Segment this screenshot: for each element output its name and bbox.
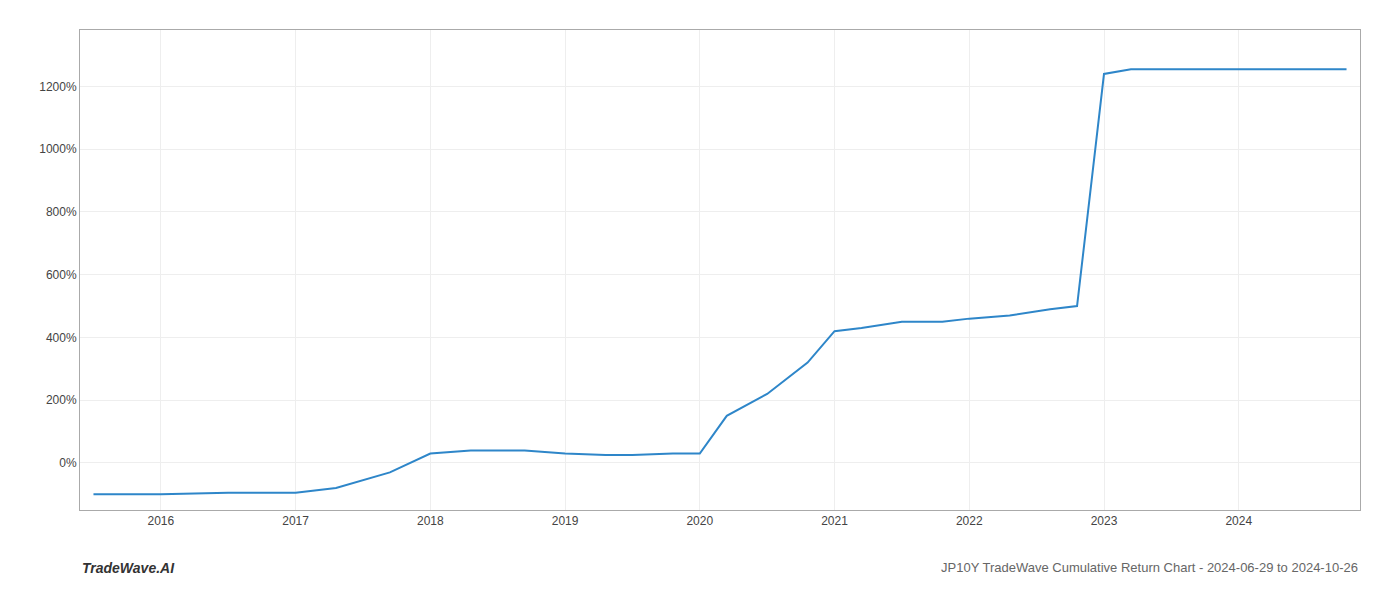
svg-text:200%: 200% [46,393,77,407]
svg-text:600%: 600% [46,268,77,282]
svg-text:2020: 2020 [686,514,713,528]
svg-text:0%: 0% [59,456,77,470]
svg-text:2023: 2023 [1091,514,1118,528]
svg-text:2018: 2018 [417,514,444,528]
svg-text:1000%: 1000% [39,142,77,156]
svg-text:JP10Y TradeWave Cumulative Ret: JP10Y TradeWave Cumulative Return Chart … [941,560,1358,575]
svg-text:400%: 400% [46,331,77,345]
svg-text:2022: 2022 [956,514,983,528]
svg-text:2024: 2024 [1225,514,1252,528]
svg-text:2017: 2017 [282,514,309,528]
svg-text:800%: 800% [46,205,77,219]
svg-text:TradeWave.AI: TradeWave.AI [82,560,175,576]
svg-text:1200%: 1200% [39,80,77,94]
svg-text:2021: 2021 [821,514,848,528]
svg-text:2016: 2016 [147,514,174,528]
svg-text:2019: 2019 [552,514,579,528]
